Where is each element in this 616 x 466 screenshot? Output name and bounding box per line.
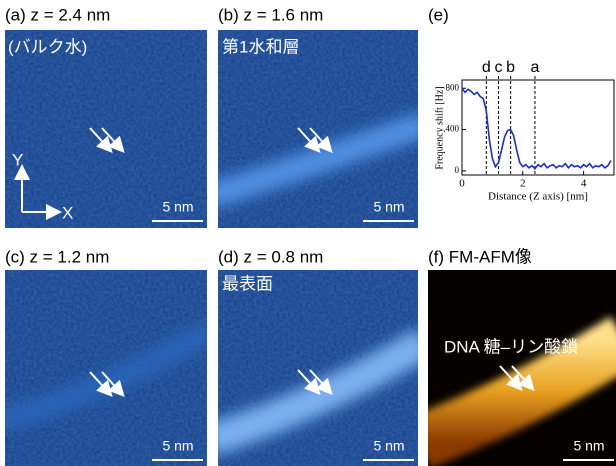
x-tick-label: 0: [459, 178, 465, 190]
chart-label: (e): [428, 5, 449, 24]
plot-frame: [462, 80, 614, 175]
panel-note: 最表面: [222, 274, 273, 293]
y-axis-label: Frequency shift [Hz]: [434, 86, 445, 169]
y-tick-label: 0: [455, 165, 460, 175]
scale-label: 5 nm: [162, 438, 193, 454]
y-tick-label: 400: [446, 124, 460, 134]
x-tick-label: 2: [520, 178, 526, 190]
data-line: [462, 88, 611, 169]
scale-label: 5 nm: [373, 199, 404, 215]
panel-label: (a) z = 2.4 nm: [5, 5, 110, 24]
panel-note: 第1水和層: [222, 37, 299, 56]
scale-label: 5 nm: [373, 438, 404, 454]
image-texture: [5, 270, 207, 466]
marker-label: a: [531, 59, 540, 76]
panel-label: (b) z = 1.6 nm: [218, 5, 323, 24]
scale-label: 5 nm: [162, 199, 193, 215]
marker-label: b: [506, 59, 515, 76]
figure: (a) z = 2.4 nm (バルク水) 5 nm Y X (b) z = 1…: [0, 0, 616, 466]
axis-label: X: [62, 203, 73, 222]
marker-label: c: [494, 59, 502, 76]
panel-label: (f) FM-AFM像: [428, 247, 532, 266]
y-tick-label: 800: [446, 82, 460, 92]
axis-label: Y: [12, 150, 23, 169]
x-tick-label: 4: [581, 178, 587, 190]
panel-label: (c) z = 1.2 nm: [5, 247, 109, 266]
scale-label: 5 nm: [573, 438, 604, 454]
panel-note: DNA 糖–リン酸鎖: [444, 337, 578, 356]
panel-label: (d) z = 0.8 nm: [218, 247, 323, 266]
marker-label: d: [482, 59, 491, 76]
x-axis-label: Distance (Z axis) [nm]: [488, 191, 588, 203]
panel-note: (バルク水): [8, 37, 87, 56]
